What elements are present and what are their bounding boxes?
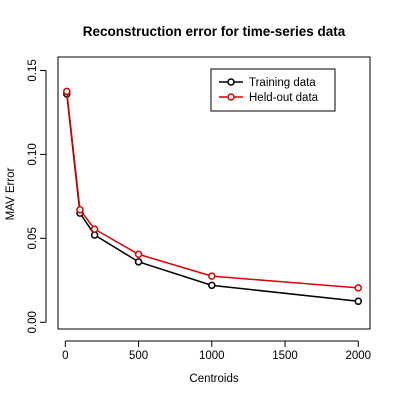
data-point [208,281,216,290]
data-point [90,225,99,233]
series-line [66,91,359,289]
x-tick-label: 0 [62,350,68,362]
data-point [63,87,71,96]
chart-title: Reconstruction error for time-series dat… [83,24,346,39]
data-point [208,272,216,280]
x-axis: 0 500 1000 1500 2000 [62,340,371,362]
legend-marker [227,78,235,86]
series-line [66,93,359,303]
legend: Training data Held-out data [210,68,336,112]
legend-item: Training data [219,77,316,89]
legend-item: Held-out data [219,92,319,104]
y-tick-label: 0.00 [27,311,39,333]
y-tick-label: 0.15 [27,59,39,81]
y-tick-label: 0.05 [27,227,39,249]
series-layer [63,87,363,306]
x-axis-label: Centroids [189,373,238,385]
legend-box [210,68,336,112]
legend-label: Training data [249,77,316,89]
data-point [134,258,143,266]
y-axis-label: MAV Error [5,167,17,220]
x-tick-label: 500 [129,350,148,362]
legend-marker [227,93,235,101]
data-point [134,250,143,259]
x-tick-label: 2000 [345,350,371,362]
legend-label: Held-out data [249,92,319,104]
y-axis: 0.00 0.05 0.10 0.15 [27,59,47,333]
series-0 [63,90,363,306]
data-point [354,284,363,292]
x-tick-label: 1500 [272,350,298,362]
plot-frame [57,56,371,330]
y-tick-label: 0.10 [27,143,39,165]
data-point [354,297,363,306]
data-point [90,231,99,239]
data-point [76,206,84,214]
series-1 [63,87,363,292]
x-tick-label: 1000 [199,350,225,362]
